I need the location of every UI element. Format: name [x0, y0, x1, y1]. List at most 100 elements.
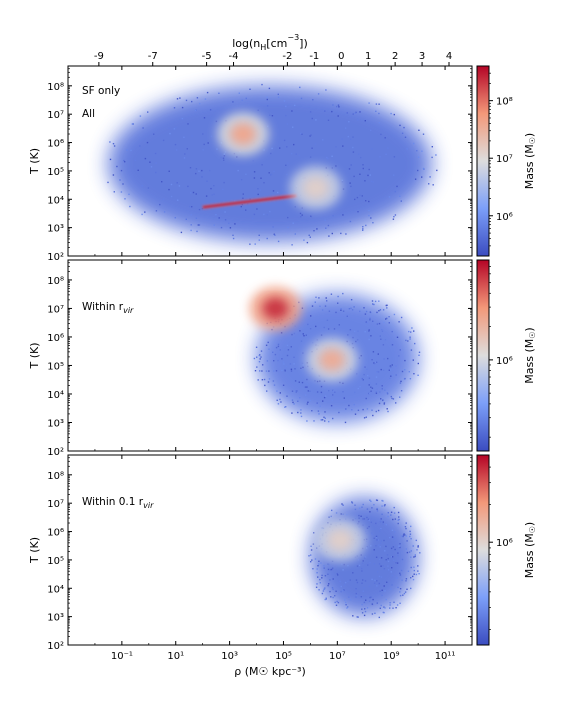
density-speck [330, 405, 333, 407]
density-speck [369, 511, 371, 513]
density-speck [327, 328, 330, 330]
density-speck [334, 595, 336, 597]
density-speck [382, 565, 384, 567]
density-speck [189, 205, 191, 208]
density-speck [413, 569, 415, 572]
density-speck [107, 181, 109, 184]
density-speck [355, 588, 357, 590]
density-speck [394, 190, 396, 193]
density-speck [281, 369, 283, 372]
density-speck [305, 334, 307, 336]
density-speck [350, 185, 352, 188]
density-speck [331, 399, 334, 401]
density-speck [306, 386, 308, 388]
density-speck [372, 320, 374, 322]
density-speck [312, 342, 314, 344]
y-tick-label: 10⁸ [47, 471, 64, 482]
density-speck [401, 370, 404, 373]
density-speck [413, 330, 415, 332]
density-speck [368, 200, 370, 203]
density-speck [173, 107, 176, 109]
y-axis-label: T (K) [28, 342, 41, 369]
density-speck [298, 154, 300, 157]
density-speck [162, 198, 165, 200]
density-speck [384, 504, 386, 506]
density-speck [324, 587, 326, 589]
density-speck [378, 112, 380, 115]
density-speck [309, 328, 312, 330]
density-speck [386, 307, 388, 309]
y-tick-label: 10⁶ [47, 333, 64, 344]
density-speck [291, 390, 294, 392]
density-speck [150, 166, 153, 168]
density-speck [161, 181, 163, 183]
density-speck [382, 399, 384, 402]
density-speck [340, 309, 342, 311]
density-speck [372, 351, 375, 353]
density-speck [323, 326, 325, 329]
density-speck [387, 410, 389, 413]
density-speck [389, 365, 392, 367]
density-speck [321, 309, 324, 311]
density-speck [309, 111, 312, 113]
density-speck [359, 173, 361, 175]
panel-3: 10² 10³ 10⁴ 10⁵ 10⁶ 10⁷ 10⁸ T (K) 10⁻¹ 10¹ 10³ 10⁵ 1… [28, 454, 537, 678]
density-speck [409, 535, 411, 538]
density-peak-core-1 [327, 529, 354, 552]
density-speck [409, 378, 412, 380]
density-speck [332, 390, 334, 392]
density-speck [395, 402, 397, 404]
y-tick-label: 10⁴ [47, 195, 64, 206]
density-speck [346, 514, 348, 516]
density-speck [332, 567, 334, 569]
density-speck [284, 369, 286, 371]
density-speck [300, 216, 302, 218]
density-speck [365, 599, 367, 601]
density-speck [190, 229, 192, 232]
density-speck [266, 96, 268, 99]
density-speck [346, 112, 348, 114]
density-speck [358, 514, 360, 517]
density-speck [397, 586, 399, 589]
density-speck [364, 366, 366, 368]
density-speck [338, 324, 340, 326]
density-speck [338, 106, 340, 108]
density-speck [292, 401, 294, 404]
density-speck [301, 133, 303, 135]
density-speck [382, 521, 384, 523]
density-speck [349, 182, 351, 184]
density-speck [390, 571, 392, 573]
density-speck [332, 588, 334, 590]
density-speck [328, 420, 330, 423]
density-speck [174, 143, 177, 146]
density-speck [383, 321, 385, 324]
density-speck [280, 401, 282, 403]
density-speck [272, 190, 275, 192]
density-speck [376, 507, 378, 510]
top-tick-label: -9 [94, 51, 104, 62]
density-speck [372, 303, 374, 305]
y-tick-label: 10³ [47, 418, 64, 429]
cooling-band-core [202, 194, 298, 209]
density-speck [391, 556, 393, 558]
density-speck [120, 169, 123, 172]
density-speck [331, 560, 334, 562]
density-speck [274, 234, 276, 236]
density-speck [357, 153, 360, 155]
density-speck [321, 577, 323, 579]
density-speck [245, 209, 247, 211]
density-speck [391, 330, 393, 333]
density-speck [335, 146, 337, 148]
density-speck [379, 309, 382, 311]
density-speck [139, 145, 141, 147]
density-speck [399, 543, 401, 545]
density-speck [132, 123, 134, 125]
density-speck [242, 193, 244, 195]
density-speck [241, 203, 243, 206]
density-speck [207, 142, 209, 144]
density-speck [273, 360, 275, 362]
density-speck [366, 546, 368, 548]
density-speck [380, 540, 383, 542]
density-speck [170, 195, 173, 198]
